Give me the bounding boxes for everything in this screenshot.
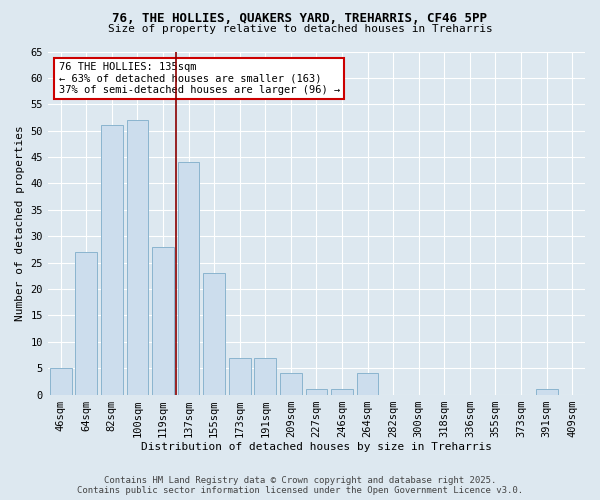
Bar [152,247,174,394]
Bar [127,120,148,394]
Bar [178,162,199,394]
Bar [254,358,276,395]
Bar [357,374,379,394]
Bar [101,126,123,394]
Bar [50,368,71,394]
Bar [76,252,97,394]
Bar [305,390,328,394]
Text: 76 THE HOLLIES: 135sqm
← 63% of detached houses are smaller (163)
37% of semi-de: 76 THE HOLLIES: 135sqm ← 63% of detached… [59,62,340,95]
Y-axis label: Number of detached properties: Number of detached properties [15,125,25,321]
Text: Size of property relative to detached houses in Treharris: Size of property relative to detached ho… [107,24,493,34]
Bar [229,358,251,395]
X-axis label: Distribution of detached houses by size in Treharris: Distribution of detached houses by size … [141,442,492,452]
Text: 76, THE HOLLIES, QUAKERS YARD, TREHARRIS, CF46 5PP: 76, THE HOLLIES, QUAKERS YARD, TREHARRIS… [113,12,487,26]
Bar [280,374,302,394]
Text: Contains HM Land Registry data © Crown copyright and database right 2025.
Contai: Contains HM Land Registry data © Crown c… [77,476,523,495]
Bar [331,390,353,394]
Bar [536,390,557,394]
Bar [203,273,225,394]
